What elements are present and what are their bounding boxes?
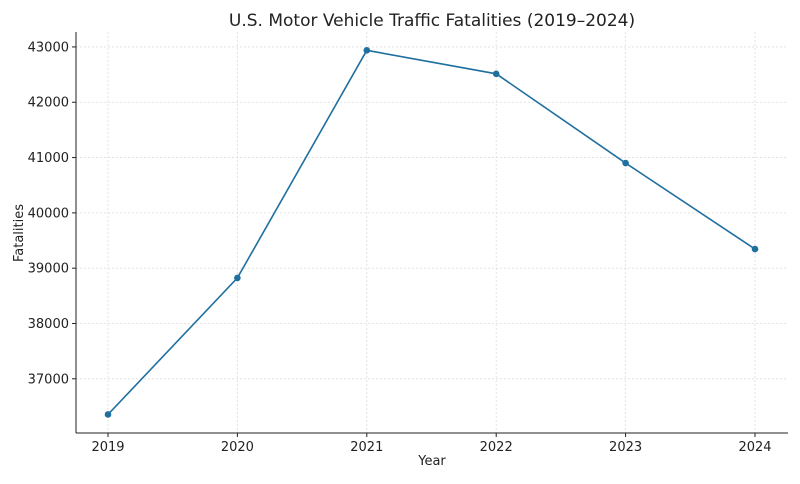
y-tick-label: 43000: [28, 40, 69, 55]
axes: [75, 32, 788, 434]
x-tick-label: 2021: [350, 440, 383, 455]
grid: [76, 32, 788, 433]
series-line: [107, 49, 756, 416]
y-tick-label: 41000: [28, 151, 69, 166]
data-point: [751, 245, 759, 253]
series: [104, 47, 759, 418]
x-tick-label: 2019: [91, 440, 124, 455]
y-ticks: 37000 38000 39000 40000 41000 42000 43000: [28, 40, 76, 387]
y-tick-label: 40000: [28, 206, 69, 221]
y-axis-label: Fatalities: [12, 204, 27, 262]
data-point: [492, 70, 500, 78]
y-tick-label: 37000: [28, 372, 69, 387]
chart-title: U.S. Motor Vehicle Traffic Fatalities (2…: [229, 11, 635, 31]
x-tick-label: 2024: [738, 440, 771, 455]
y-tick-label: 42000: [28, 96, 69, 111]
x-axis-label: Year: [417, 454, 446, 469]
y-tick-label: 38000: [28, 317, 69, 332]
data-point: [622, 159, 629, 167]
data-point: [234, 274, 241, 282]
x-tick-label: 2022: [480, 440, 513, 455]
x-tick-label: 2020: [221, 440, 254, 455]
x-tick-label: 2023: [609, 440, 642, 455]
y-tick-label: 39000: [28, 262, 69, 277]
x-ticks: 2019 2020 2021 2022 2023 2024: [91, 433, 772, 455]
data-point: [363, 47, 371, 54]
data-point: [104, 411, 112, 418]
